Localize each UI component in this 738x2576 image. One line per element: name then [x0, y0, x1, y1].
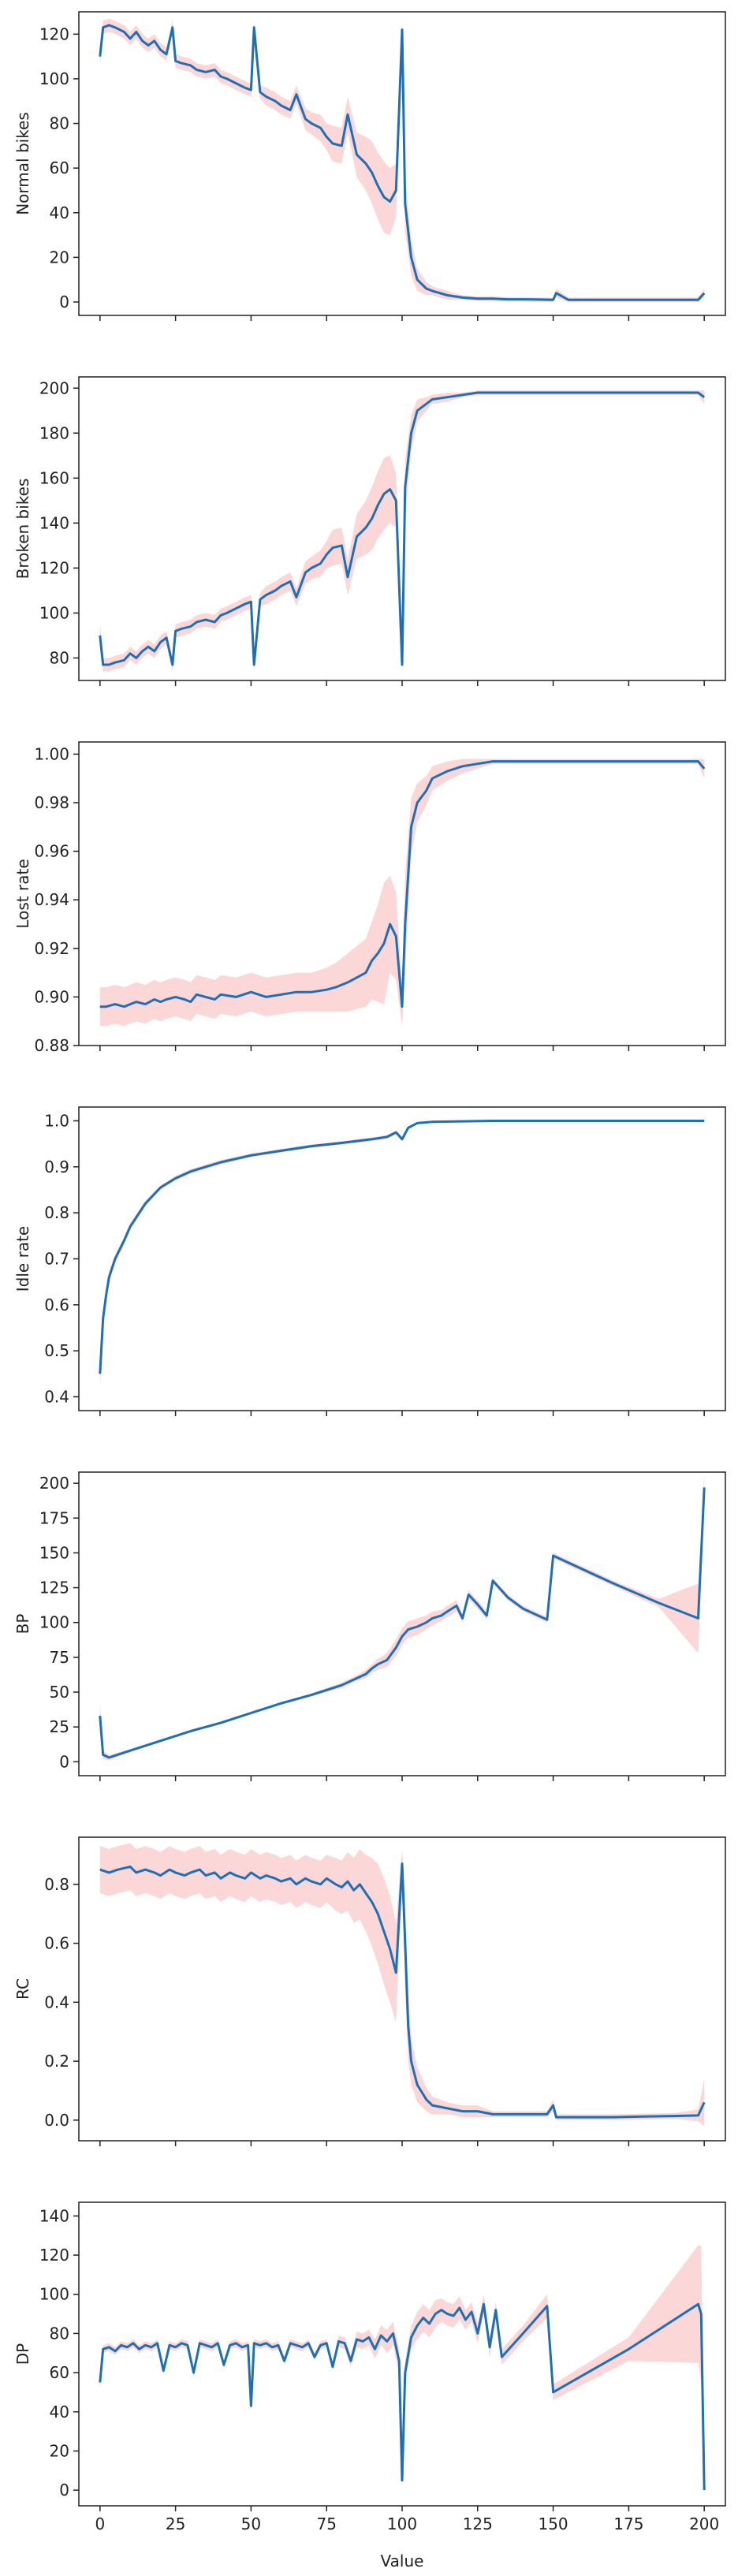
subplot-dp: 0 20 40 60 80 100 120 140 0 25 50 75 100 125 150 175 200… [13, 2201, 726, 2533]
y-tick-label: 0.94 [34, 890, 69, 909]
y-tick-label: 120 [39, 558, 69, 577]
confidence-band [99, 759, 705, 1027]
y-tick-label: 75 [50, 1648, 69, 1667]
y-tick-label: 100 [39, 603, 69, 622]
x-tick-label: 50 [241, 2514, 261, 2533]
y-tick-label: 0.8 [44, 1203, 69, 1222]
y-tick-label: 80 [50, 648, 69, 667]
y-tick-label: 120 [39, 24, 69, 43]
y-axis-label: BP [13, 1614, 32, 1635]
y-tick-label: 200 [39, 1474, 69, 1493]
y-tick-label: 0 [59, 1752, 69, 1771]
y-tick-label: 100 [39, 1613, 69, 1632]
y-tick-label: 0.6 [44, 1934, 69, 1953]
x-tick-label: 125 [463, 2514, 493, 2533]
y-tick-label: 20 [50, 2441, 69, 2460]
subplot-lost-rate: 0.88 0.90 0.92 0.94 0.96 0.98 1.00 Lost rate [13, 741, 726, 1055]
y-tick-label: 100 [39, 2285, 69, 2304]
subplot-rc: 0.0 0.2 0.4 0.6 0.8 RC [13, 1836, 726, 2146]
series-line [99, 1487, 706, 1759]
y-tick-label: 60 [50, 2363, 69, 2382]
y-tick-label: 0.2 [44, 2052, 69, 2071]
y-tick-label: 20 [50, 248, 69, 267]
y-tick-label: 175 [39, 1508, 69, 1527]
y-tick-label: 0 [59, 293, 69, 311]
y-axis-label: RC [13, 1978, 32, 2000]
y-tick-label: 200 [39, 378, 69, 397]
y-axis-label: Normal bikes [13, 112, 32, 215]
y-tick-label: 1.00 [34, 744, 69, 763]
series-line [99, 1120, 705, 1374]
y-tick-label: 50 [50, 1683, 69, 1702]
y-tick-label: 180 [39, 423, 69, 442]
y-tick-label: 80 [50, 2324, 69, 2343]
y-axis-label: Idle rate [13, 1226, 32, 1292]
series-line [99, 24, 706, 301]
series-line [99, 391, 706, 666]
y-tick-label: 0.90 [34, 987, 69, 1006]
confidence-band [99, 1843, 705, 2127]
y-tick-label: 140 [39, 513, 69, 532]
y-tick-label: 0.6 [44, 1295, 69, 1314]
series-line [99, 1862, 706, 2119]
x-axis-label: Value [381, 2552, 424, 2570]
y-tick-label: 25 [50, 1717, 69, 1736]
confidence-band [99, 2245, 705, 2499]
y-tick-label: 0.98 [34, 793, 69, 812]
y-tick-label: 120 [39, 2246, 69, 2265]
y-tick-label: 80 [50, 114, 69, 133]
subplot-bp: 0 25 50 75 100 125 150 175 200 BP [13, 1471, 726, 1781]
y-tick-label: 40 [50, 203, 69, 222]
y-tick-label: 0.88 [34, 1036, 69, 1055]
x-tick-label: 150 [538, 2514, 568, 2533]
series-line [99, 760, 706, 1008]
y-tick-label: 0.4 [44, 1388, 69, 1407]
x-tick-label: 100 [387, 2514, 417, 2533]
x-tick-label: 200 [689, 2514, 719, 2533]
subplot-stack: 0 20 40 60 80 100 120 Normal bikes 80 100 120 140 16… [13, 11, 726, 2533]
y-tick-label: 1.0 [44, 1112, 69, 1131]
y-tick-label: 140 [39, 2206, 69, 2225]
y-tick-label: 0.8 [44, 1875, 69, 1894]
y-tick-label: 125 [39, 1579, 69, 1597]
y-tick-label: 60 [50, 158, 69, 177]
x-tick-label: 25 [166, 2514, 185, 2533]
y-tick-label: 0.92 [34, 939, 69, 958]
x-tick-label: 0 [95, 2514, 105, 2533]
y-tick-label: 40 [50, 2403, 69, 2421]
y-tick-label: 0 [59, 2481, 69, 2500]
y-axis-label: Broken bikes [13, 479, 32, 580]
y-axis-label: Lost rate [13, 859, 32, 928]
y-tick-label: 0.4 [44, 1993, 69, 2011]
x-tick-label: 75 [316, 2514, 336, 2533]
y-tick-label: 100 [39, 69, 69, 88]
subplot-normal-bikes: 0 20 40 60 80 100 120 Normal bikes [13, 11, 726, 321]
y-tick-label: 150 [39, 1543, 69, 1562]
y-tick-label: 0.96 [34, 842, 69, 861]
y-tick-label: 0.5 [44, 1341, 69, 1360]
x-tick-label: 175 [613, 2514, 643, 2533]
y-tick-label: 0.0 [44, 2111, 69, 2130]
y-tick-label: 0.7 [44, 1250, 69, 1269]
y-axis-label: DP [13, 2343, 32, 2365]
y-tick-label: 160 [39, 468, 69, 487]
series-line [99, 2302, 706, 2491]
subplot-idle-rate: 0.4 0.5 0.6 0.7 0.8 0.9 1.0 Idle rate [13, 1106, 726, 1416]
subplot-broken-bikes: 80 100 120 140 160 180 200 Broken bikes [13, 376, 726, 686]
y-tick-label: 0.9 [44, 1158, 69, 1176]
